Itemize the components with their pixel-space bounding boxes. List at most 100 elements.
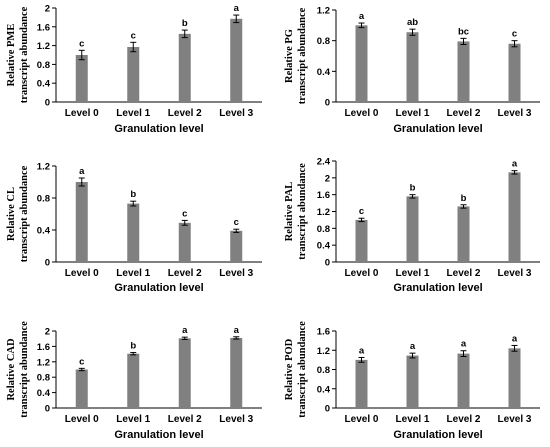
x-axis-title: Granulation level (114, 123, 203, 135)
significance-label: a (234, 3, 240, 14)
y-tick-label: 0.4 (317, 384, 331, 395)
bar (75, 369, 88, 408)
significance-label: bc (458, 26, 469, 37)
x-tick-label: Level 0 (345, 108, 379, 119)
chart-panel-6: 0 0.4 0.8 1.2 1.6 a Level 0 a Level 1 a Level 2 a Le… (284, 321, 540, 441)
y-tick-label: 1.6 (37, 342, 50, 353)
bar (457, 41, 470, 102)
bar (457, 206, 470, 262)
significance-label: b (461, 193, 467, 204)
significance-label: c (359, 206, 364, 217)
x-tick-label: Level 0 (345, 268, 379, 279)
y-tick-label: 2 (45, 327, 50, 338)
y-tick-label: 0.4 (37, 79, 51, 90)
bar (75, 55, 88, 102)
significance-label: a (234, 325, 240, 336)
significance-label: b (130, 341, 136, 352)
x-tick-label: Level 1 (396, 414, 430, 425)
bar (355, 219, 368, 262)
significance-label: a (512, 159, 518, 170)
x-tick-label: Level 0 (65, 414, 99, 425)
chart-panel-3: 0 0.4 0.8 1.2 a Level 0 b Level 1 c Level 2 c Level… (6, 162, 262, 294)
x-tick-label: Level 1 (396, 108, 430, 119)
bar (355, 359, 368, 408)
y-tick-label: 0.8 (317, 224, 330, 235)
y-tick-label: 0.8 (37, 373, 50, 384)
y-tick-label: 1.2 (317, 346, 330, 357)
x-tick-label: Level 3 (498, 108, 532, 119)
significance-label: c (512, 29, 517, 40)
x-tick-label: Level 2 (168, 414, 202, 425)
chart-panel-5: 0 0.4 0.8 1.2 1.6 2 c Level 0 b Level 1 a Level 2 a L… (6, 321, 262, 441)
significance-label: a (182, 325, 188, 336)
y-tick-label: 1.6 (317, 190, 330, 201)
y-tick-label: 2 (45, 4, 50, 15)
significance-label: b (182, 18, 188, 29)
x-tick-label: Level 0 (65, 268, 99, 279)
y-tick-label: 0 (45, 404, 50, 415)
significance-label: a (79, 166, 85, 177)
x-tick-label: Level 1 (116, 108, 150, 119)
bar (127, 353, 140, 408)
y-tick-label: 1.2 (37, 162, 50, 173)
y-tick-label: 0 (45, 258, 50, 269)
y-axis-title: transcript abundance (297, 7, 308, 104)
y-tick-label: 2 (325, 173, 330, 184)
bar (127, 47, 140, 102)
y-tick-label: 1.6 (37, 22, 50, 33)
x-axis-title: Granulation level (114, 282, 203, 294)
significance-label: b (130, 189, 136, 200)
x-axis-title: Granulation level (114, 429, 203, 441)
significance-label: a (359, 11, 365, 22)
y-tick-label: 0 (45, 98, 50, 109)
y-axis-title: Relative POD (284, 338, 295, 400)
x-tick-label: Level 3 (498, 268, 532, 279)
bar (355, 25, 368, 102)
significance-label: a (410, 341, 416, 352)
y-tick-label: 1.2 (317, 207, 330, 218)
y-axis-title: Relative PAL (284, 182, 295, 242)
x-tick-label: Level 1 (116, 414, 150, 425)
bar (178, 338, 191, 408)
bar (406, 32, 419, 102)
significance-label: c (182, 208, 187, 219)
x-tick-label: Level 2 (447, 414, 481, 425)
bar (127, 203, 140, 262)
y-axis-title: transcript abundance (19, 321, 30, 418)
y-axis-title: transcript abundance (19, 6, 30, 103)
significance-label: c (79, 38, 84, 49)
significance-label: c (234, 217, 239, 228)
y-axis-title: Relative PG (284, 29, 295, 83)
x-tick-label: Level 2 (447, 268, 481, 279)
significance-label: c (131, 30, 136, 41)
x-axis-title: Granulation level (393, 429, 482, 441)
y-tick-label: 1.2 (37, 41, 50, 52)
x-tick-label: Level 2 (168, 108, 202, 119)
x-axis-title: Granulation level (393, 123, 482, 135)
y-tick-label: 0 (325, 404, 330, 415)
y-tick-label: 0 (325, 258, 330, 269)
y-axis-title: transcript abundance (297, 321, 308, 418)
chart-panel-1: 0 0.4 0.8 1.2 1.6 2 c Level 0 c Level 1 b Level 2 a L… (6, 3, 262, 135)
x-tick-label: Level 1 (116, 268, 150, 279)
y-tick-label: 0.4 (317, 241, 331, 252)
significance-label: ab (407, 17, 418, 28)
y-tick-label: 1.2 (37, 357, 50, 368)
y-tick-label: 1.2 (317, 6, 330, 17)
y-tick-label: 0 (325, 98, 330, 109)
y-tick-label: 1.6 (317, 327, 330, 338)
y-tick-label: 0.8 (37, 194, 50, 205)
y-axis-title: Relative CL (6, 187, 17, 241)
bar (178, 222, 191, 262)
significance-label: a (359, 345, 365, 356)
x-tick-label: Level 3 (498, 414, 532, 425)
y-tick-label: 0.4 (37, 388, 51, 399)
bar (230, 337, 243, 408)
bar (230, 18, 243, 103)
x-tick-label: Level 0 (65, 108, 99, 119)
y-tick-label: 2.4 (317, 157, 331, 168)
bar (457, 353, 470, 408)
bar (406, 355, 419, 408)
x-tick-label: Level 0 (345, 414, 379, 425)
